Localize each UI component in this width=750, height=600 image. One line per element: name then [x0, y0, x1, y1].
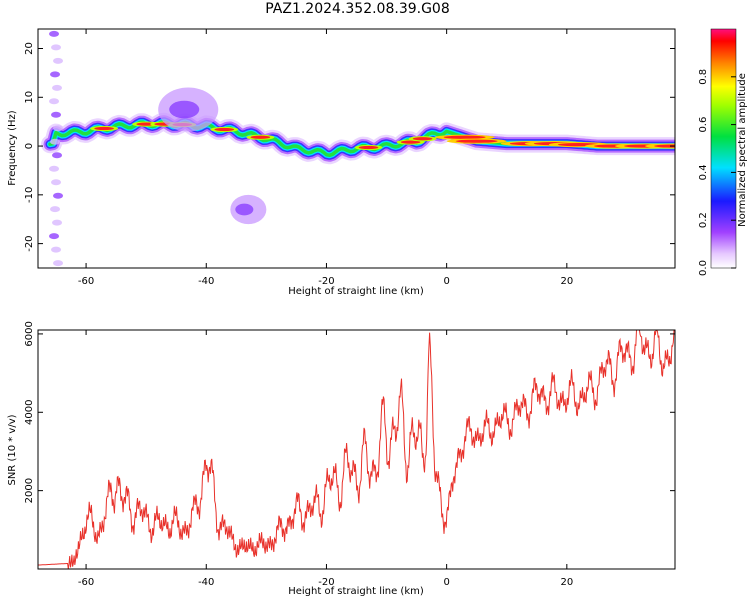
snr-x-tick-label: -20 [318, 577, 334, 588]
spectrogram-x-tick-label: -20 [318, 276, 334, 287]
spectrogram-noise-blob [51, 44, 62, 51]
spectrogram-y-tick-label: 0 [24, 143, 35, 149]
spectrogram-noise-blob [53, 125, 64, 132]
spectrogram-noise-blob [53, 57, 64, 64]
spectrogram-noise-blob [52, 84, 63, 91]
snr-x-tick-label: 20 [560, 577, 573, 588]
spectrogram-hotspot-core [412, 137, 433, 141]
spectrogram-y-tick-label: 20 [24, 42, 35, 55]
spectrogram-noise-blob [51, 179, 62, 186]
colorbar-label: Normalized spectral amplitude [737, 73, 748, 227]
snr-y-tick-label: 6000 [24, 321, 35, 346]
colorbar-tick-label: 0.6 [698, 117, 709, 133]
spectrogram-hotspot-core [358, 145, 379, 150]
spectrogram-x-tick-label: -60 [78, 276, 94, 287]
spectrogram-hotspot-core [443, 135, 486, 139]
spectrogram-hotspot-core [455, 139, 498, 143]
snr-series-line [38, 330, 675, 569]
colorbar [710, 28, 737, 269]
spectrogram-y-tick-label: 10 [24, 91, 35, 104]
spectrogram-y-tick-label: -10 [24, 187, 35, 203]
spectrogram-hotspot-core [214, 127, 235, 132]
snr-y-axis-label: SNR (10 * v/v) [7, 414, 18, 485]
spectrogram-noise-blob [50, 138, 61, 145]
figure-title: PAZ1.2024.352.08.39.G08 [265, 1, 450, 17]
snr-x-tick-label: -40 [198, 577, 214, 588]
spectrogram-noise-blob [49, 98, 60, 105]
snr-y-tick-label: 2000 [24, 478, 35, 503]
spectrogram-noise-blob [52, 219, 63, 226]
snr-x-axis-label: Height of straight line (km) [288, 586, 424, 597]
spectrogram-hotspot-core [94, 126, 114, 131]
spectrogram-hotspot-core [654, 144, 675, 148]
colorbar-tick-label: 0.4 [698, 164, 709, 180]
spectrogram-noise-blob [49, 233, 60, 240]
spectrogram-noise-blob [50, 71, 61, 78]
spectrogram-hotspot-core [400, 140, 421, 144]
snr-y-tick-label: 4000 [24, 400, 35, 425]
snr-x-tick-label: 0 [443, 577, 449, 588]
colorbar-tick-label: 0.8 [698, 69, 709, 85]
spectrogram-x-tick-label: -40 [198, 276, 214, 287]
colorbar-tick-label: 0.0 [698, 260, 709, 276]
spectrogram-noise-blob [50, 206, 61, 213]
spectrogram-noise-blob [51, 111, 62, 118]
spectrogram-noise-blob [53, 192, 64, 199]
spectrogram-hotspot-core [250, 135, 271, 139]
colorbar-tick-label: 0.2 [698, 212, 709, 228]
spectrogram-noise-blob [49, 165, 60, 172]
spectrogram-secondary-feature-core [169, 100, 200, 119]
spectrogram-y-tick-label: -20 [24, 235, 35, 251]
spectrogram-noise-blob [53, 260, 64, 267]
spectrogram-noise-blob [49, 30, 60, 37]
snr-x-tick-label: -60 [78, 577, 94, 588]
spectrogram-x-tick-label: 0 [443, 276, 449, 287]
spectrogram-x-tick-label: 20 [560, 276, 573, 287]
spectrogram-noise-blob [52, 152, 63, 159]
spectrogram-y-axis-label: Frequency (Hz) [7, 110, 18, 186]
spectrogram-secondary-feature-core [235, 203, 254, 216]
spectrogram-noise-blob [51, 246, 62, 253]
spectrogram-x-axis-label: Height of straight line (km) [288, 286, 424, 297]
